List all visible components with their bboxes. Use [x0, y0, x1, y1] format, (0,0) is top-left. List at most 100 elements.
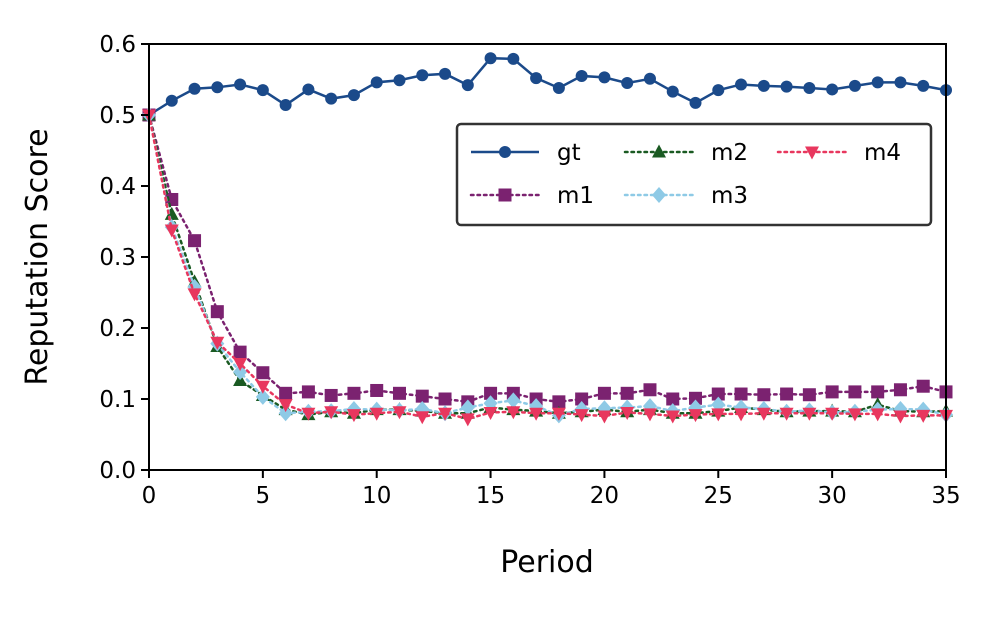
data-point-gt — [735, 78, 748, 91]
data-point-m4 — [346, 409, 361, 423]
data-point-gt — [575, 69, 588, 82]
plot-area — [149, 44, 946, 470]
data-point-m1 — [484, 386, 498, 400]
data-point-m1 — [780, 387, 794, 401]
series-m1 — [142, 108, 953, 409]
x-tick-label: 25 — [704, 483, 733, 509]
data-point-gt — [917, 79, 930, 92]
data-point-m1 — [802, 388, 816, 402]
x-tick-label: 0 — [142, 483, 157, 509]
legend-label-gt: gt — [557, 140, 581, 166]
x-tick-label: 10 — [362, 483, 391, 509]
legend-marker-m3 — [652, 187, 666, 203]
data-point-gt — [302, 83, 315, 96]
x-axis-label: Period — [500, 545, 594, 580]
data-point-m4 — [551, 407, 566, 421]
data-point-gt — [848, 79, 861, 92]
data-point-gt — [234, 78, 247, 91]
data-point-m4 — [802, 407, 817, 421]
legend: gt m1 m2 m3 m4 — [455, 122, 933, 227]
data-point-m4 — [574, 409, 589, 423]
data-point-m4 — [369, 407, 384, 421]
legend-box — [455, 122, 933, 227]
data-point-m3 — [255, 388, 270, 405]
data-point-gt — [439, 67, 452, 80]
data-point-m1 — [871, 385, 885, 399]
data-point-m1 — [165, 192, 179, 206]
data-point-m4 — [529, 407, 544, 421]
legend-marker-m1 — [498, 188, 512, 202]
y-tick-label: 0.5 — [99, 103, 136, 129]
data-point-m1 — [188, 234, 202, 248]
data-point-gt — [894, 76, 907, 89]
data-point-m1 — [689, 391, 703, 405]
data-point-m4 — [233, 358, 248, 371]
data-point-m4 — [779, 407, 794, 421]
data-point-m1 — [347, 386, 361, 400]
data-point-m1 — [256, 366, 270, 380]
data-point-gt — [712, 84, 725, 97]
data-point-gt — [393, 74, 406, 87]
x-tick-label: 35 — [931, 483, 960, 509]
data-point-m1 — [711, 387, 725, 401]
data-point-gt — [188, 82, 201, 95]
legend-label-m2: m2 — [711, 140, 748, 166]
legend-item-m3: m3 — [623, 183, 748, 209]
data-point-m4 — [734, 408, 749, 422]
data-point-m1 — [233, 345, 247, 359]
data-point-m4 — [210, 336, 225, 350]
data-point-m1 — [575, 392, 589, 406]
data-point-gt — [165, 94, 178, 107]
data-point-m1 — [438, 392, 452, 406]
data-point-m4 — [756, 407, 771, 421]
data-point-gt — [279, 99, 292, 112]
legend-label-m4: m4 — [864, 140, 901, 166]
series-layer — [142, 52, 953, 427]
data-point-m4 — [438, 407, 453, 421]
legend-marker-m4 — [805, 146, 819, 160]
data-point-m4 — [301, 407, 316, 421]
data-point-m1 — [666, 392, 680, 406]
data-point-m4 — [597, 410, 612, 424]
data-point-m4 — [916, 409, 931, 423]
y-tick-label: 0.0 — [99, 458, 136, 484]
data-point-m1 — [734, 387, 748, 401]
data-point-m1 — [370, 383, 384, 397]
data-point-m4 — [825, 407, 840, 421]
data-point-m1 — [279, 386, 293, 400]
y-tick-label: 0.4 — [99, 174, 136, 200]
data-point-gt — [666, 85, 679, 98]
data-point-gt — [370, 76, 383, 89]
data-point-gt — [347, 89, 360, 102]
x-axis: 0 5 10 15 20 25 30 35 — [142, 470, 961, 509]
data-point-gt — [598, 71, 611, 84]
x-tick-label: 30 — [818, 483, 847, 509]
data-point-m4 — [620, 406, 635, 420]
data-point-m1 — [552, 395, 566, 409]
data-point-m4 — [392, 406, 407, 420]
data-point-m4 — [506, 406, 521, 420]
data-point-m3 — [460, 399, 475, 416]
data-point-m4 — [278, 399, 293, 413]
data-point-gt — [530, 72, 543, 85]
data-point-m4 — [415, 411, 430, 425]
data-point-m4 — [688, 409, 703, 423]
data-point-gt — [256, 84, 269, 97]
data-point-m4 — [324, 406, 339, 420]
data-point-m1 — [210, 305, 224, 319]
legend-item-gt: gt — [471, 140, 581, 166]
legend-item-m2: m2 — [623, 140, 748, 166]
data-point-gt — [211, 81, 224, 94]
legend-item-m1: m1 — [469, 183, 594, 209]
data-point-m4 — [255, 380, 270, 394]
data-point-gt — [826, 83, 839, 96]
legend-marker-gt — [499, 146, 511, 158]
y-tick-label: 0.1 — [99, 387, 136, 413]
data-point-m1 — [848, 385, 862, 399]
data-point-m4 — [483, 406, 498, 420]
legend-label-m1: m1 — [557, 183, 594, 209]
data-point-m1 — [415, 389, 429, 403]
data-point-m1 — [893, 383, 907, 397]
data-point-gt — [461, 79, 474, 92]
